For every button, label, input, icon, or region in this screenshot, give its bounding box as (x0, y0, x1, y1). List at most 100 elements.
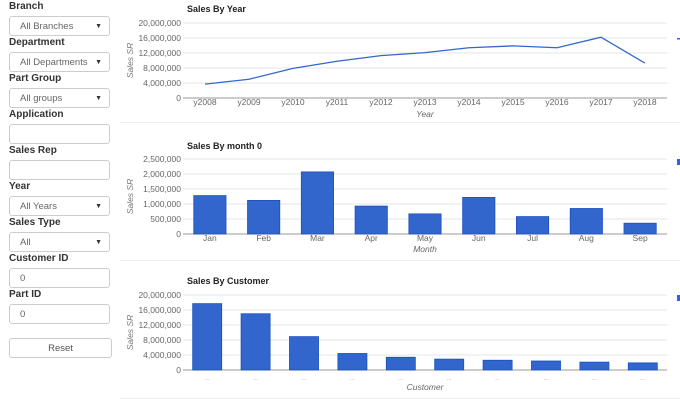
bar (579, 361, 610, 371)
x-tick-label: ... (350, 376, 355, 382)
x-tick-label: ... (592, 376, 597, 382)
x-tick-label: ... (447, 376, 452, 382)
bar (240, 313, 271, 371)
y-tick-label: 16,000,000 (138, 305, 181, 315)
y-tick-label: 2,000,000 (143, 169, 181, 179)
y-tick-label: 0 (176, 93, 181, 103)
x-tick-label: Jul (527, 233, 538, 243)
sales-by-year-card: Sales By Year 0 4,000,000 8,000,000 12,000,0… (120, 0, 680, 123)
x-tick-label: ... (205, 376, 210, 382)
chevron-down-icon: ▼ (95, 202, 102, 210)
bar (385, 356, 416, 371)
bar (192, 303, 223, 371)
sales-rep-input[interactable] (9, 160, 110, 180)
chevron-down-icon: ▼ (95, 94, 102, 102)
bar (627, 362, 658, 371)
filter-label: Application (9, 109, 64, 120)
field-value: All Branches (20, 20, 74, 32)
bar (300, 171, 334, 235)
x-tick-label: y2014 (457, 97, 480, 107)
bar (247, 200, 281, 235)
filter-label: Branch (9, 1, 44, 12)
bar (531, 360, 561, 371)
y-axis-title: Sales SR (125, 43, 135, 78)
bar (462, 197, 496, 235)
x-tick-label: y2011 (326, 97, 349, 107)
department-select[interactable]: All Departments ▼ (9, 52, 110, 72)
y-tick-label: 8,000,000 (143, 335, 181, 345)
bar (289, 336, 319, 371)
filter-label: Year (9, 181, 31, 192)
x-tick-label: Mar (310, 233, 325, 243)
filter-label: Department (9, 37, 65, 48)
y-tick-label: 500,000 (150, 214, 181, 224)
y-axis-title: Sales SR (125, 315, 135, 350)
sales-type-select[interactable]: All ▼ (9, 232, 110, 252)
field-value: 0 (20, 272, 26, 284)
sales-by-month-card: Sales By month 0 0 500,000 1,000,000 1,500,0… (120, 138, 680, 261)
x-tick-label: May (417, 233, 434, 243)
sales-by-customer-card: Sales By Customer 0 4,000,000 8,000,000 12,0… (120, 274, 680, 399)
x-tick-label: y2012 (369, 97, 392, 107)
x-tick-label: Jun (472, 233, 486, 243)
x-tick-label: Jan (203, 233, 217, 243)
customer-id-input[interactable]: 0 (9, 268, 110, 288)
application-input[interactable] (9, 124, 110, 144)
x-tick-label: ... (495, 376, 500, 382)
chart-title: Sales By month 0 (187, 141, 262, 151)
x-tick-label: ... (301, 376, 306, 382)
chevron-down-icon: ▼ (95, 22, 102, 30)
year-select[interactable]: All Years ▼ (9, 196, 110, 216)
sales-by-month-chart: Sales By month 0 0 500,000 1,000,000 1,500,0… (125, 141, 680, 254)
y-tick-label: 4,000,000 (143, 350, 181, 360)
part-group-select[interactable]: All groups ▼ (9, 88, 110, 108)
filter-label: Customer ID (9, 253, 69, 264)
series-line (204, 36, 646, 85)
x-tick-label: Sep (633, 233, 648, 243)
x-tick-label: y2013 (413, 97, 436, 107)
y-tick-label: 8,000,000 (143, 63, 181, 73)
y-tick-label: 4,000,000 (143, 78, 181, 88)
filter-label: Sales Rep (9, 145, 57, 156)
y-tick-label: 1,500,000 (143, 184, 181, 194)
branch-select[interactable]: All Branches ▼ (9, 16, 110, 36)
x-tick-label: y2017 (589, 97, 612, 107)
bar (516, 216, 550, 235)
part-id-input[interactable]: 0 (9, 304, 110, 324)
filter-label: Part Group (9, 73, 62, 84)
sales-by-customer-chart: Sales By Customer 0 4,000,000 8,000,000 12,0… (125, 276, 680, 392)
y-tick-label: 0 (176, 365, 181, 375)
filter-label: Part ID (9, 289, 42, 300)
y-tick-label: 12,000,000 (138, 48, 181, 58)
bar (193, 195, 227, 235)
sales-by-year-chart: Sales By Year 0 4,000,000 8,000,000 12,000,0… (125, 4, 680, 119)
x-tick-label: y2008 (193, 97, 216, 107)
bar (623, 222, 657, 235)
chevron-down-icon: ▼ (95, 238, 102, 246)
x-tick-label: y2015 (501, 97, 524, 107)
chart-title: Sales By Year (187, 4, 246, 14)
x-axis-title: Year (416, 109, 435, 119)
x-tick-label: ... (253, 376, 258, 382)
field-value: All (20, 236, 31, 248)
x-tick-label: y2018 (633, 97, 656, 107)
chevron-down-icon: ▼ (95, 58, 102, 66)
reset-button[interactable]: Reset (9, 338, 112, 358)
y-tick-label: 12,000,000 (138, 320, 181, 330)
legend-marker (677, 38, 680, 40)
field-value: All Departments (20, 56, 88, 68)
x-tick-label: ... (640, 376, 645, 382)
y-tick-label: 0 (176, 229, 181, 239)
x-tick-label: ... (398, 376, 403, 382)
bar (434, 358, 465, 371)
field-value: 0 (20, 308, 26, 320)
field-value: All Years (20, 200, 57, 212)
y-tick-label: 16,000,000 (138, 33, 181, 43)
x-tick-label: y2009 (237, 97, 260, 107)
y-tick-label: 2,500,000 (143, 154, 181, 164)
x-tick-label: y2010 (281, 97, 304, 107)
bar (337, 353, 368, 371)
x-axis-title: Month (413, 244, 437, 254)
y-tick-label: 20,000,000 (138, 290, 181, 300)
bar (569, 208, 603, 235)
